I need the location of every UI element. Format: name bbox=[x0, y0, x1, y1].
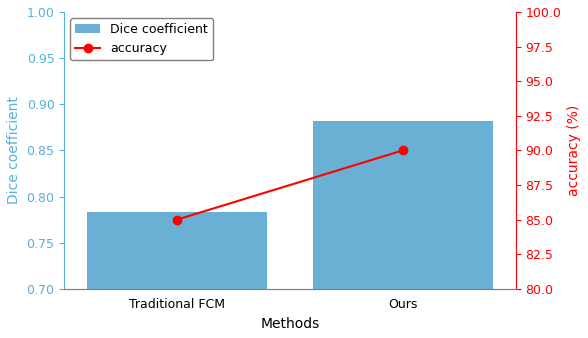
X-axis label: Methods: Methods bbox=[260, 317, 320, 331]
Y-axis label: accuracy (%): accuracy (%) bbox=[567, 105, 581, 196]
Legend: Dice coefficient, accuracy: Dice coefficient, accuracy bbox=[71, 18, 213, 61]
Y-axis label: Dice coefficient: Dice coefficient bbox=[7, 96, 21, 204]
Bar bbox=[313, 121, 493, 338]
Bar bbox=[87, 212, 268, 338]
